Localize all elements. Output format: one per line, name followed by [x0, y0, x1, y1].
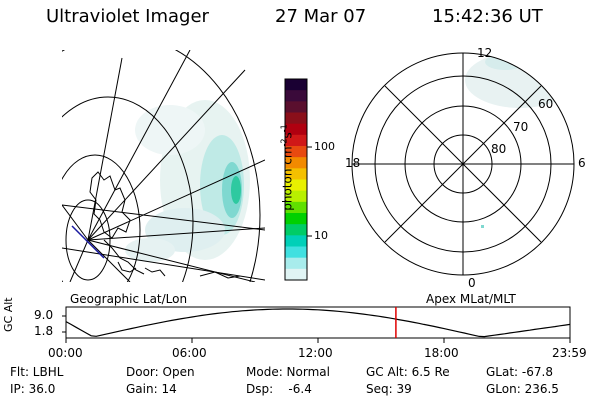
timeline-xtick-3: 18:00 — [424, 346, 459, 360]
ip-status: IP: 36.0 — [10, 382, 56, 396]
colorbar-swatch — [285, 257, 307, 270]
mode-status: Mode: Normal — [246, 365, 330, 379]
colorbar-swatch — [285, 168, 307, 181]
gc-alt-status: GC Alt: 6.5 Re — [366, 365, 450, 379]
timeline-ylabel: GC Alt — [2, 297, 15, 332]
door-status: Door: Open — [126, 365, 195, 379]
dsp-status: Dsp: -6.4 — [246, 382, 312, 396]
mlat-label-60: 60 — [538, 97, 554, 111]
instrument-title: Ultraviolet Imager — [46, 6, 209, 27]
timeline-ytick-top: 9.0 — [34, 308, 54, 322]
timeline-xtick-0: 00:00 — [48, 346, 83, 360]
polar-plot — [351, 52, 575, 276]
timeline-xtick-2: 12:00 — [298, 346, 333, 360]
timeline-ytick-bottom: 1.8 — [34, 324, 54, 338]
glon-status: GLon: 236.5 — [486, 382, 559, 396]
date-label: 27 Mar 07 — [275, 6, 367, 27]
colorbar-swatch — [285, 134, 307, 147]
filter-status: Flt: LBHL — [10, 365, 64, 379]
colorbar-swatch — [285, 235, 307, 248]
colorbar-swatch — [285, 190, 307, 203]
colorbar-swatch — [285, 224, 307, 236]
glat-status: GLat: -67.8 — [486, 365, 553, 379]
colorbar — [284, 78, 312, 281]
colorbar-tick-10: 10 — [314, 229, 328, 242]
left-panel-caption: Geographic Lat/Lon — [70, 292, 188, 306]
mlt-label-12: 12 — [477, 46, 493, 60]
mlt-label-18: 18 — [345, 156, 361, 170]
colorbar-swatch — [285, 157, 307, 169]
mlat-label-80: 80 — [491, 142, 507, 156]
gain-status: Gain: 14 — [126, 382, 177, 396]
colorbar-tick-100: 100 — [314, 140, 335, 153]
colorbar-swatch — [285, 246, 307, 259]
aurora-emission-left — [125, 100, 250, 262]
colorbar-swatch — [285, 146, 307, 158]
aurora-emission-right — [465, 53, 574, 108]
gc-altitude-plot — [62, 306, 571, 343]
mlat-label-70: 70 — [513, 120, 529, 134]
right-panel-caption: Apex MLat/MLT — [426, 292, 516, 306]
mlt-label-0: 0 — [468, 276, 476, 290]
geographic-map — [62, 50, 265, 282]
colorbar-swatch — [285, 179, 307, 192]
colorbar-swatch — [285, 268, 307, 281]
time-label: 15:42:36 UT — [432, 6, 543, 27]
dayside-terminator — [71, 225, 105, 259]
colorbar-swatch — [285, 79, 307, 91]
timeline-xtick-4: 23:59 — [552, 346, 587, 360]
seq-status: Seq: 39 — [366, 382, 412, 396]
colorbar-swatch — [285, 101, 307, 114]
coastline — [89, 171, 241, 279]
colorbar-swatch — [285, 112, 307, 125]
colorbar-label: photon cm-2s-1 — [279, 124, 295, 211]
colorbar-swatch — [285, 213, 307, 225]
mlt-label-6: 6 — [578, 156, 586, 170]
colorbar-swatch — [285, 201, 307, 214]
lat-lon-grid — [62, 50, 265, 282]
colorbar-swatch — [285, 90, 307, 102]
colorbar-swatch — [285, 123, 307, 136]
timeline-xtick-1: 06:00 — [172, 346, 207, 360]
